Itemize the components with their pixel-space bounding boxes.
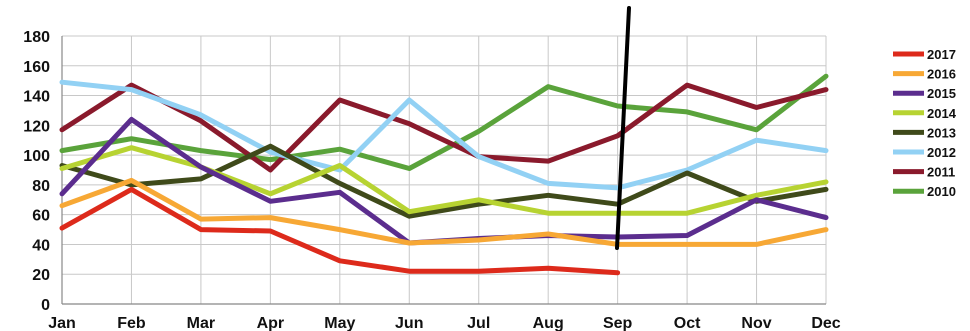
x-tick-label: Sep: [603, 315, 633, 331]
x-tick-label: Oct: [674, 315, 701, 331]
legend: 2017 2016 2015 2014 2013 2012 2011 2010: [893, 47, 957, 199]
y-tick-label: 180: [23, 29, 50, 46]
x-tick-label: Apr: [257, 315, 285, 331]
x-tick-label: Mar: [187, 315, 215, 331]
x-tick-label: Feb: [117, 315, 146, 331]
series-line-2014: [59, 145, 829, 216]
x-tick-label: Dec: [811, 315, 840, 331]
legend-label-2010: 2010: [927, 184, 956, 199]
y-tick-label: 140: [23, 89, 50, 106]
series-line-2017: [59, 186, 621, 276]
series-line-2011: [59, 82, 829, 173]
y-tick-label: 0: [41, 297, 50, 314]
legend-label-2016: 2016: [927, 67, 956, 82]
vertical-marker-line: [615, 6, 631, 250]
y-tick-label: 80: [32, 178, 50, 195]
y-tick-label: 120: [23, 118, 50, 135]
legend-label-2014: 2014: [927, 106, 957, 121]
legend-label-2011: 2011: [927, 165, 955, 180]
x-tick-label: Jan: [48, 315, 76, 331]
y-tick-label: 40: [32, 237, 50, 254]
axes: [61, 36, 826, 305]
legend-label-2013: 2013: [927, 125, 956, 140]
x-axis-ticks: Jan Feb Mar Apr May Jun Jul Aug Sep Oct Nov Dec: [48, 315, 841, 331]
legend-label-2012: 2012: [927, 145, 956, 160]
series-line-2013: [59, 143, 829, 219]
legend-label-2015: 2015: [927, 86, 956, 101]
x-tick-label: Jul: [467, 315, 490, 331]
legend-label-2017: 2017: [927, 47, 956, 62]
series-line-2012: [59, 79, 829, 191]
x-tick-label: Jun: [395, 315, 423, 331]
y-axis-ticks: 0 20 40 60 80 100 120 140 160 180: [23, 29, 50, 314]
y-tick-label: 60: [32, 208, 50, 225]
y-tick-label: 20: [32, 267, 50, 284]
x-tick-label: May: [324, 315, 355, 331]
grid-lines: [61, 35, 827, 304]
series-line-2010: [59, 73, 829, 171]
series-lines: [59, 73, 829, 276]
x-tick-label: Aug: [533, 315, 564, 331]
y-tick-label: 100: [23, 148, 50, 165]
y-tick-label: 160: [23, 59, 50, 76]
series-line-2016: [59, 177, 829, 247]
x-tick-label: Nov: [741, 315, 771, 331]
